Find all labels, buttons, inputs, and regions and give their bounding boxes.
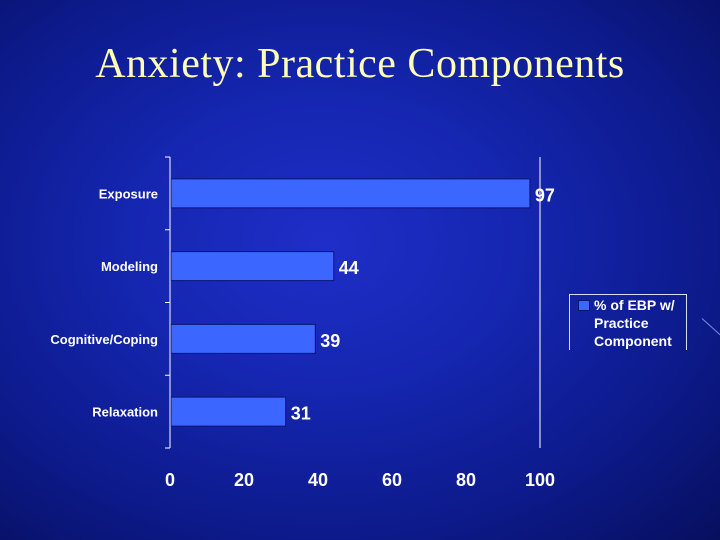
bar-cognitive-coping (170, 323, 316, 354)
legend-swatch (578, 300, 590, 311)
x-tick-label: 100 (525, 470, 555, 490)
category-label: Modeling (101, 259, 158, 274)
bar-exposure (170, 178, 531, 209)
x-tick-label: 20 (234, 470, 254, 490)
category-label: Relaxation (92, 405, 158, 420)
x-tick-label: 80 (456, 470, 476, 490)
data-label: 97 (535, 185, 555, 205)
x-tick-label: 0 (165, 470, 175, 490)
bar-modeling (170, 251, 335, 282)
bar-relaxation (170, 396, 287, 427)
slide-title: Anxiety: Practice Components (95, 41, 625, 87)
chart-legend: % of EBP w/ Practice Component (569, 294, 687, 350)
x-tick-label: 40 (308, 470, 328, 490)
category-label: Exposure (99, 186, 158, 201)
legend-label: % of EBP w/ Practice Component (594, 297, 675, 349)
x-tick-label: 60 (382, 470, 402, 490)
data-label: 44 (339, 258, 359, 278)
data-label: 31 (291, 404, 311, 424)
data-label: 39 (320, 331, 340, 351)
category-label: Cognitive/Coping (50, 332, 158, 347)
